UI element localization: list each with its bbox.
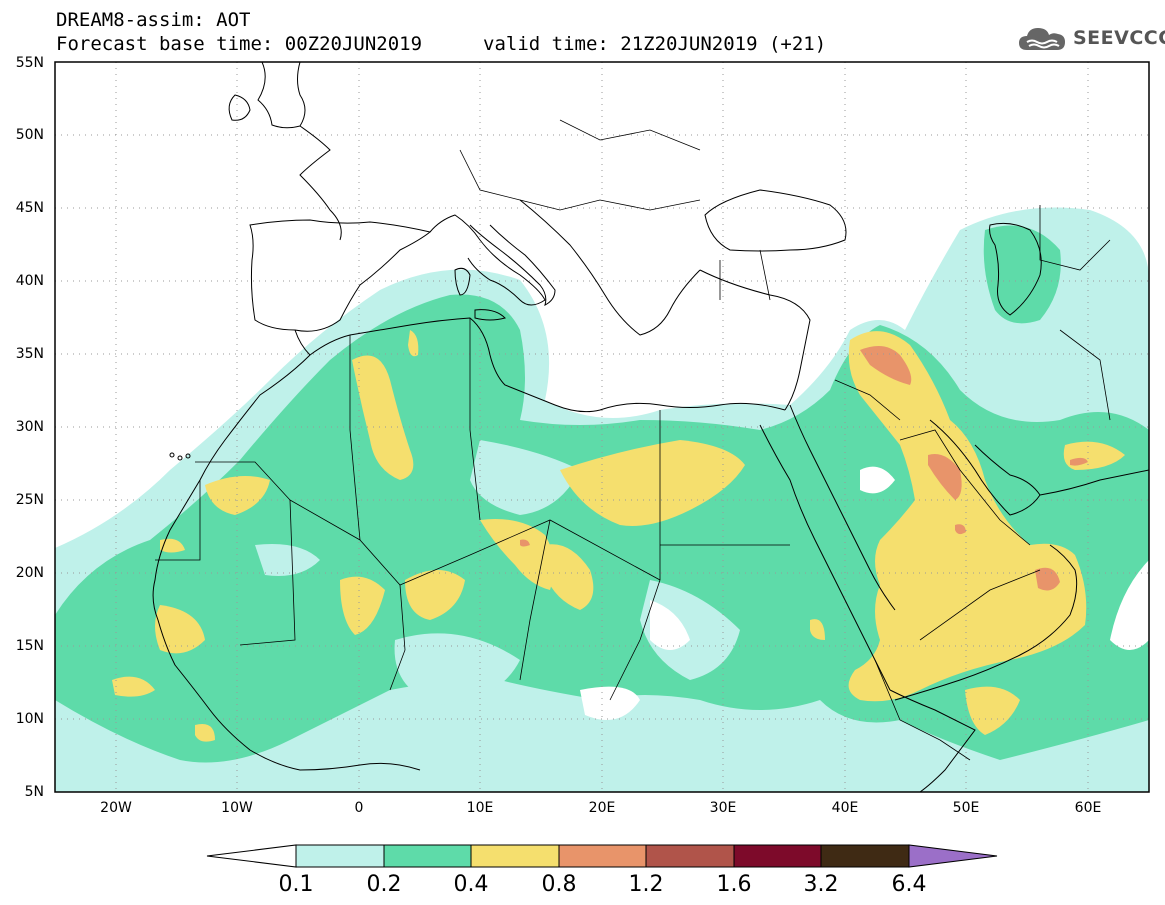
aot-field-0.1-hole — [255, 544, 320, 576]
aot-field-0.4 — [545, 544, 594, 610]
aot-field-0.4 — [352, 355, 414, 480]
colorbar-label: 1.6 — [716, 872, 752, 897]
aot-field-0.4 — [195, 724, 215, 742]
lat-label-25n: 25N — [15, 492, 44, 508]
map-title: DREAM8-assim: AOT — [56, 9, 251, 31]
aot-field-0.4 — [480, 519, 554, 590]
aot-field-0.4 — [810, 619, 825, 640]
aot-field-0.4 — [160, 538, 185, 553]
colorbar-swatch-0.1 — [295, 844, 385, 868]
aot-field-below-0.1 — [580, 686, 640, 720]
lat-label-50n: 50N — [15, 127, 44, 143]
lon-label-50e: 50E — [952, 800, 980, 816]
lat-label-10n: 10N — [15, 711, 44, 727]
map-frame — [54, 61, 1150, 793]
aot-field-0.2-caspian — [983, 225, 1061, 324]
lat-label-55n: 55N — [15, 55, 44, 71]
seevccc-logo: SEEVCCC — [1017, 22, 1165, 56]
cloud-logo-icon — [1019, 28, 1065, 50]
lat-label-40n: 40N — [15, 273, 44, 289]
colorbar-swatch-0.8 — [558, 844, 647, 868]
aot-field-0.8 — [928, 454, 962, 500]
aot-field-below-0.1 — [860, 466, 895, 494]
colorbar-swatch-1.6 — [733, 844, 822, 868]
colorbar-swatch-1.2 — [645, 844, 735, 868]
aot-field-0.4 — [560, 440, 745, 526]
colorbar-swatch-0.4 — [470, 844, 560, 868]
lat-label-30n: 30N — [15, 419, 44, 435]
aot-field-0.1-hole — [394, 633, 520, 705]
aot-field-0.8 — [955, 524, 966, 535]
aot-field-0.4-arabia — [848, 331, 1087, 702]
valid-time: valid time: 21Z20JUN2019 (+21) — [483, 33, 827, 55]
colorbar-label: 0.2 — [366, 872, 402, 897]
aot-field-0.4 — [155, 605, 205, 654]
coastlines — [152, 62, 1149, 792]
aot-field-below-0.1 — [650, 600, 690, 650]
lon-label-20w: 20W — [100, 800, 132, 816]
colorbar-label: 1.2 — [628, 872, 664, 897]
colorbar-label: 3.2 — [803, 872, 839, 897]
colorbar-swatch-3.2 — [820, 844, 910, 868]
lon-label-10e: 10E — [466, 800, 494, 816]
aot-field-0.4 — [405, 570, 465, 620]
colorbar-label: 6.4 — [891, 872, 927, 897]
aot-field-0.4 — [112, 676, 155, 697]
lat-label-15n: 15N — [15, 638, 44, 654]
forecast-base-time: Forecast base time: 00Z20JUN2019 — [56, 33, 423, 55]
logo-text: SEEVCCC — [1073, 27, 1165, 49]
aot-field-below-0.1 — [1110, 560, 1149, 650]
aot-field-0.8 — [520, 539, 530, 547]
aot-field-0.8 — [1035, 567, 1060, 591]
colorbar-label: 0.1 — [278, 872, 314, 897]
aot-field-0.1-hole — [640, 580, 740, 680]
aot-field-0.8 — [860, 346, 912, 385]
country-borders — [155, 119, 1111, 761]
lon-label-0: 0 — [354, 800, 364, 816]
colorbar-label: 0.8 — [541, 872, 577, 897]
aot-field-0.4 — [965, 686, 1020, 735]
lon-label-30e: 30E — [709, 800, 737, 816]
aot-field-0.4 — [340, 576, 385, 635]
lon-label-10w: 10W — [221, 800, 253, 816]
aot-field-0.4 — [408, 330, 419, 357]
aot-field-0.1-hole — [470, 440, 580, 515]
graticule — [55, 62, 1149, 792]
colorbar-below-arrow — [206, 844, 297, 868]
lon-label-20e: 20E — [588, 800, 616, 816]
colorbar — [206, 844, 998, 868]
aot-contour-fields — [55, 207, 1149, 792]
lat-label-5n: 5N — [24, 784, 44, 800]
lon-label-40e: 40E — [831, 800, 859, 816]
lon-label-60e: 60E — [1074, 800, 1102, 816]
lat-label-20n: 20N — [15, 565, 44, 581]
colorbar-above-arrow — [908, 844, 998, 868]
colorbar-swatch-0.2 — [383, 844, 472, 868]
aot-field-0.8 — [1070, 457, 1088, 466]
lat-label-45n: 45N — [15, 200, 44, 216]
colorbar-label: 0.4 — [453, 872, 489, 897]
lat-label-35n: 35N — [15, 346, 44, 362]
aot-field-0.4 — [205, 476, 270, 515]
